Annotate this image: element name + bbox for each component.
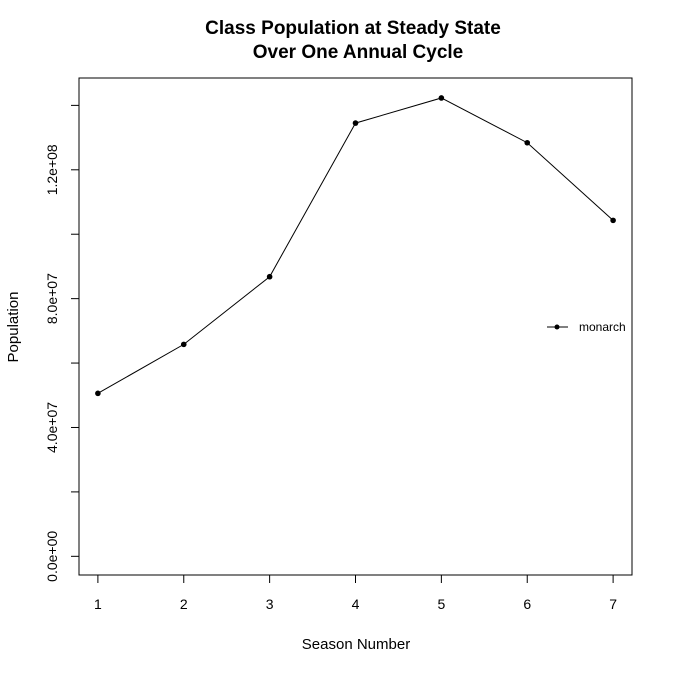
x-tick-label-3: 4 [352,596,360,612]
x-tick-label-5: 6 [523,596,531,612]
x-tick-label-0: 1 [94,596,102,612]
x-tick-label-2: 3 [266,596,274,612]
y-axis-label: Population [5,292,22,363]
y-axis: 0.0e+00 4.0e+07 8.0e+07 1.2e+08 [44,104,80,582]
data-point-monarch-5 [438,95,445,101]
chart-title-line-1: Class Population at Steady State [205,18,501,39]
data-point-monarch-4 [352,120,359,126]
data-point-monarch-1 [95,390,101,397]
y-tick-label-4: 8.0e+07 [44,273,60,324]
data-point-monarch-2 [180,341,187,348]
chart-title-line-2: Over One Annual Cycle [253,42,463,63]
data-point-monarch-3 [266,273,273,280]
y-tick-label-0: 0.0e+00 [44,531,60,582]
series-layer [95,95,616,397]
y-tick-label-6: 1.2e+08 [44,144,60,195]
data-point-monarch-6 [524,139,531,146]
series-line-monarch [97,97,614,394]
legend: monarch [547,320,626,334]
x-axis: 1 2 3 4 5 6 7 [94,574,617,612]
x-tick-label-4: 5 [437,596,445,612]
legend-label-monarch: monarch [579,320,626,334]
data-point-monarch-7 [610,217,616,224]
legend-point-swatch [554,324,560,330]
x-axis-label: Season Number [302,636,410,653]
y-tick-label-2: 4.0e+07 [44,402,60,453]
x-tick-label-1: 2 [180,596,188,612]
x-tick-label-6: 7 [609,596,617,612]
